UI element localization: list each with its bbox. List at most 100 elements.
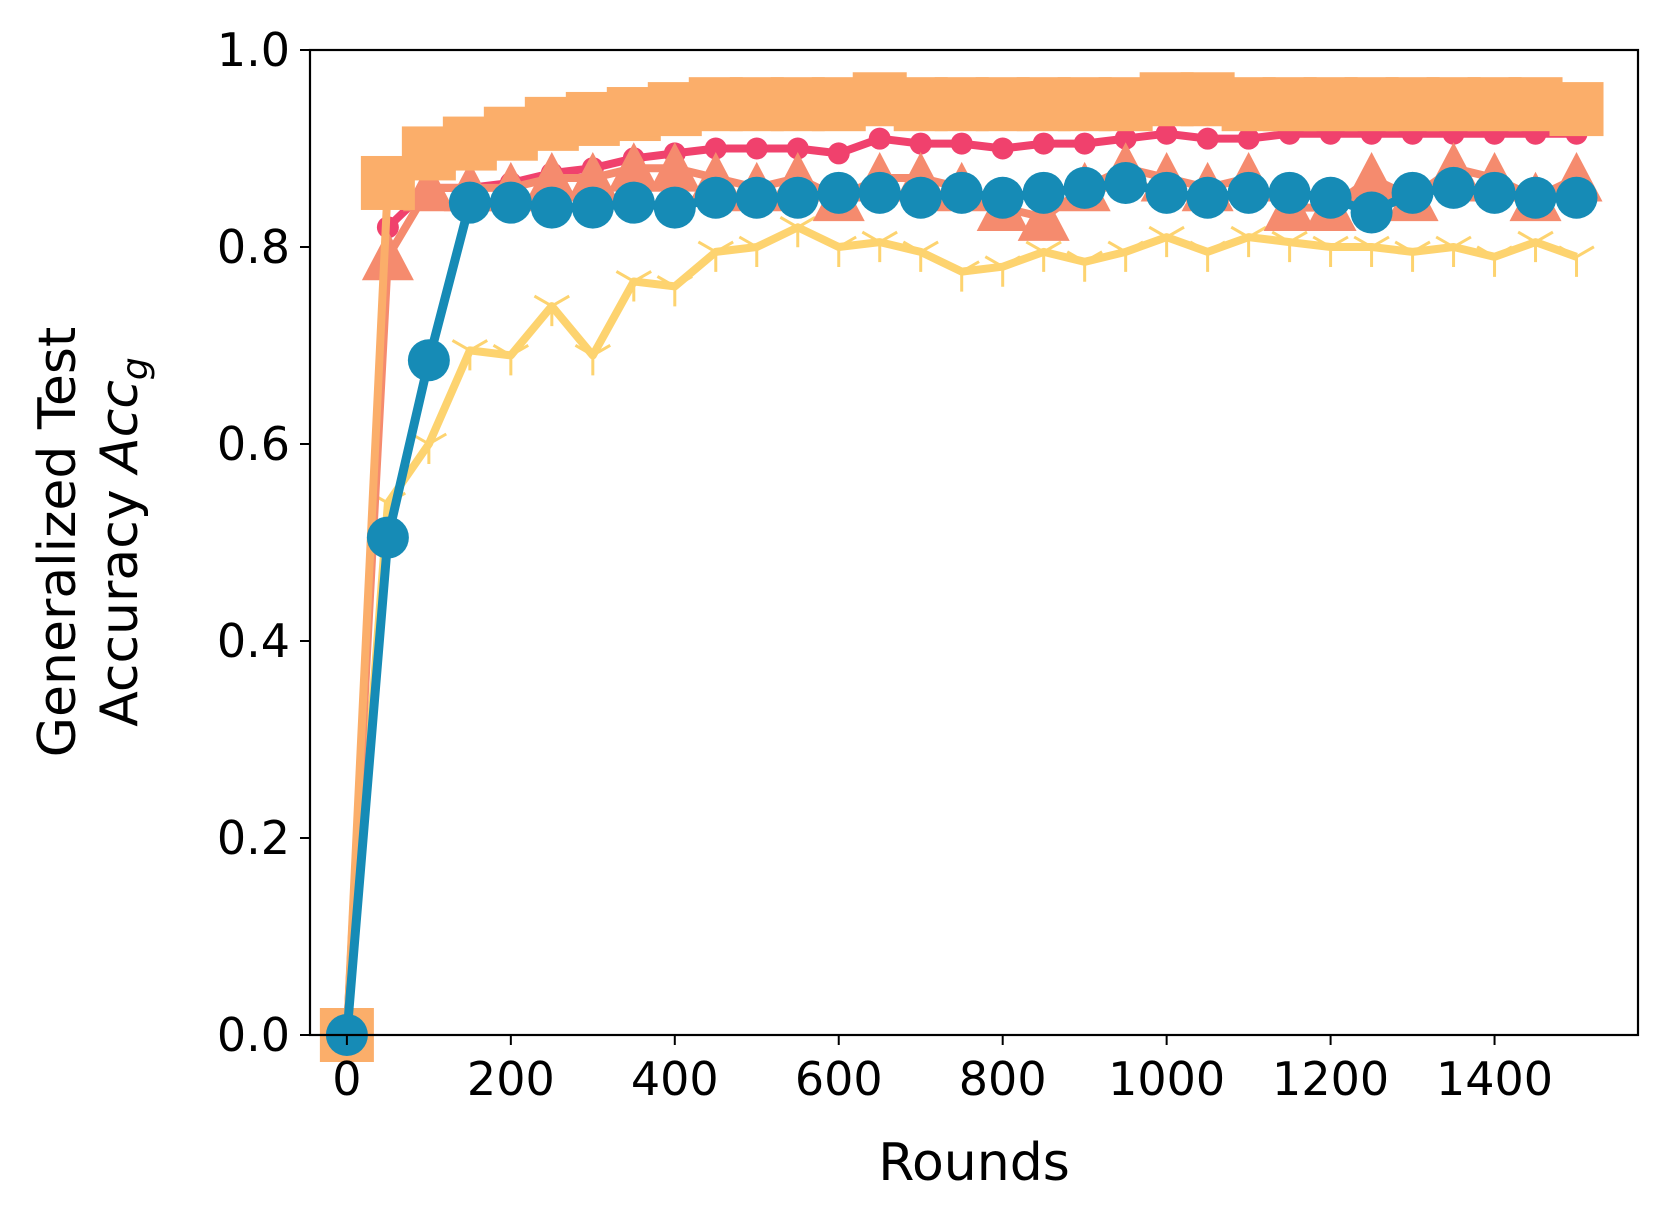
series-4-point-12 — [817, 171, 860, 214]
y-axis-ticks: 0.0 0.2 0.4 0.6 0.8 1.0 — [217, 23, 310, 1062]
series-1-point-21 — [1196, 127, 1219, 150]
series-0-point-5 — [533, 294, 570, 327]
series-0-point-16 — [984, 255, 1021, 287]
series-0-point-26 — [1394, 240, 1431, 272]
x-tick-label-4: 800 — [959, 1052, 1047, 1106]
y-axis-label-math: Acc — [90, 380, 150, 476]
y-tick-label-0: 0.0 — [217, 1008, 290, 1062]
series-4-point-27 — [1432, 166, 1475, 209]
series-1-point-9 — [704, 137, 727, 160]
series-4-point-8 — [653, 186, 696, 229]
series-4 — [325, 161, 1598, 1056]
series-4-point-11 — [776, 176, 819, 219]
series-0-point-20 — [1148, 225, 1185, 258]
series-0-point-17 — [1025, 240, 1062, 272]
series-0-point-28 — [1476, 245, 1513, 277]
series-4-point-6 — [571, 186, 614, 229]
series-1-point-15 — [950, 132, 973, 155]
x-tick-label-3: 600 — [795, 1052, 883, 1106]
series-1-point-14 — [909, 132, 932, 155]
series-3-point-30 — [1549, 82, 1604, 137]
series-0-point-3 — [451, 339, 488, 371]
y-tick-label-2: 0.4 — [217, 614, 290, 668]
series-0-point-25 — [1353, 235, 1390, 267]
series-4-point-2 — [407, 339, 450, 382]
series-0-point-24 — [1312, 235, 1349, 267]
series-4-point-21 — [1186, 176, 1229, 219]
series-2-point-8 — [648, 142, 701, 192]
series-4-point-14 — [899, 176, 942, 219]
y-axis-label-word: Accuracy — [90, 473, 150, 727]
series-4-point-30 — [1555, 176, 1598, 219]
series-2-point-7 — [607, 142, 660, 192]
series-4-point-13 — [858, 171, 901, 214]
series-1-point-12 — [827, 142, 850, 165]
series-0-point-21 — [1189, 240, 1226, 272]
y-axis-label-line1: Generalized Test — [28, 327, 88, 758]
series-4-point-10 — [735, 176, 778, 219]
series-4-point-20 — [1145, 171, 1188, 214]
series-4-point-5 — [530, 186, 573, 229]
series-4-point-29 — [1514, 176, 1557, 219]
series-4-point-26 — [1391, 171, 1434, 214]
series-4-point-7 — [612, 181, 655, 224]
x-tick-label-2: 400 — [631, 1052, 719, 1106]
series-4-point-15 — [940, 171, 983, 214]
series-2-point-25 — [1345, 152, 1398, 202]
series-0-point-7 — [615, 270, 652, 302]
series-1-point-18 — [1073, 132, 1096, 155]
series-1-point-13 — [868, 127, 891, 150]
plot-frame — [308, 48, 1640, 1037]
x-tick-label-5: 1000 — [1108, 1052, 1225, 1106]
series-0-point-15 — [943, 260, 980, 292]
series-0-point-30 — [1558, 245, 1595, 277]
series-4-point-4 — [489, 181, 532, 224]
x-tick-label-7: 1400 — [1436, 1052, 1553, 1106]
series-0-point-10 — [738, 235, 775, 267]
series-2-point-5 — [525, 152, 578, 202]
y-tick-label-5: 1.0 — [217, 23, 290, 77]
series-0-point-18 — [1066, 250, 1103, 282]
y-axis-label-subscript: g — [115, 357, 156, 380]
series-4-point-17 — [1022, 171, 1065, 214]
series-4-point-23 — [1268, 171, 1311, 214]
series-0-point-19 — [1107, 240, 1144, 272]
series-4-point-1 — [366, 516, 409, 559]
series-0-point-6 — [574, 344, 611, 376]
series-3 — [319, 72, 1604, 1062]
y-axis-label-line2: Accuracy Accg — [90, 357, 156, 727]
series-0-point-11 — [779, 215, 816, 248]
y-tick-label-3: 0.6 — [217, 417, 290, 471]
series-0-point-27 — [1435, 235, 1472, 267]
series-0-point-23 — [1271, 230, 1308, 263]
x-tick-label-6: 1200 — [1272, 1052, 1389, 1106]
series-0-point-9 — [697, 240, 734, 272]
series-0-point-8 — [656, 275, 693, 307]
x-axis-label: Rounds — [878, 1133, 1070, 1193]
series-0-point-13 — [861, 230, 898, 263]
x-tick-label-1: 200 — [467, 1052, 555, 1106]
series-0-point-4 — [492, 344, 529, 376]
y-tick-label-4: 0.8 — [217, 220, 290, 274]
series-1-point-20 — [1155, 122, 1178, 145]
series-1-point-19 — [1114, 127, 1137, 150]
series-2-point-6 — [566, 152, 619, 202]
series-0-point-22 — [1230, 225, 1267, 258]
series-4-point-18 — [1063, 166, 1106, 209]
series-4-point-28 — [1473, 171, 1516, 214]
series-1-point-10 — [745, 137, 768, 160]
series-1-point-16 — [991, 137, 1014, 160]
series-0-point-14 — [902, 240, 939, 272]
series-4-point-9 — [694, 176, 737, 219]
series-4-point-22 — [1227, 171, 1270, 214]
series-layer — [319, 72, 1604, 1062]
series-4-point-25 — [1350, 191, 1393, 234]
series-4-point-16 — [981, 176, 1024, 219]
series-0-point-12 — [820, 235, 857, 267]
x-axis-ticks: 0 200 400 600 800 1000 1200 1400 — [332, 1035, 1553, 1106]
x-tick-label-0: 0 — [332, 1052, 361, 1106]
series-4-point-19 — [1104, 161, 1147, 204]
series-1-point-17 — [1032, 132, 1055, 155]
series-1-point-11 — [786, 137, 809, 160]
series-0-point-29 — [1517, 230, 1554, 263]
